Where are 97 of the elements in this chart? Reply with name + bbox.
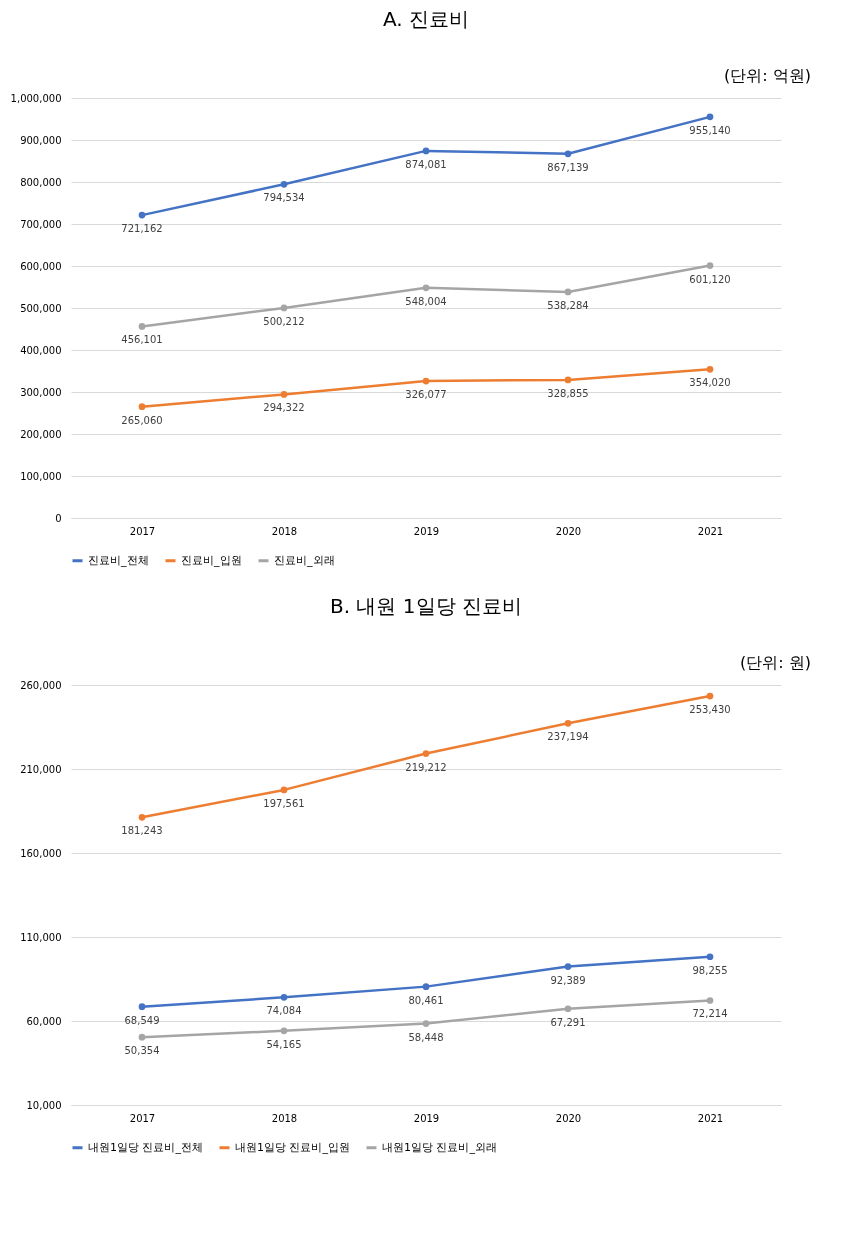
point	[706, 692, 714, 700]
data-label: 874,081	[405, 158, 447, 170]
point	[138, 403, 146, 411]
data-label: 538,284	[547, 299, 589, 311]
data-label: 867,139	[547, 161, 589, 173]
data-label: 500,212	[263, 315, 305, 327]
text: (단위: 원)	[740, 653, 811, 672]
data-label: 253,430	[689, 704, 731, 716]
y-tick-label: 10,000	[26, 1099, 62, 1111]
x-tick-label: 2018	[271, 525, 298, 537]
point	[422, 377, 430, 385]
chart-title: B. 내원 1일당 진료비	[330, 594, 522, 618]
legend-label: 내원1일당 진료비_전체	[88, 1140, 203, 1154]
point	[706, 113, 714, 121]
data-label: 354,020	[689, 377, 731, 389]
data-label: 197,561	[263, 797, 305, 809]
data-label: 548,004	[405, 295, 447, 307]
point	[564, 288, 572, 296]
data-label: 721,162	[121, 223, 163, 235]
data-label: 181,243	[121, 825, 163, 837]
point	[280, 786, 288, 794]
legend-label: 내원1일당 진료비_외래	[382, 1140, 497, 1154]
data-label: 92,389	[550, 974, 586, 986]
point	[422, 1020, 430, 1027]
data-label: 456,101	[121, 334, 163, 346]
data-label: 219,212	[405, 761, 447, 773]
y-tick-label: 100,000	[20, 470, 62, 482]
data-label: 50,354	[124, 1045, 160, 1057]
y-tick-label: 800,000	[20, 176, 62, 188]
x-tick-label: 2019	[413, 1112, 440, 1124]
legend-label: 진료비_외래	[274, 553, 335, 567]
point	[280, 993, 288, 1001]
point	[564, 376, 572, 384]
data-label: 98,255	[692, 964, 728, 976]
y-tick-label: 500,000	[20, 302, 62, 314]
legend-label: 내원1일당 진료비_입원	[235, 1140, 350, 1154]
point	[422, 983, 430, 990]
data-label: 265,060	[121, 414, 163, 426]
point	[564, 963, 572, 970]
y-tick-label: 700,000	[20, 218, 62, 230]
data-label: 601,120	[689, 273, 731, 285]
point	[706, 953, 714, 961]
y-tick-label: 210,000	[20, 763, 62, 775]
point	[564, 719, 572, 727]
data-label: 294,322	[263, 402, 305, 414]
y-tick-label: 200,000	[20, 428, 62, 440]
data-label: 67,291	[550, 1016, 586, 1028]
y-tick-label: 110,000	[20, 931, 62, 943]
y-tick-label: 900,000	[20, 134, 62, 146]
data-label: 794,534	[263, 192, 305, 204]
y-tick-label: 400,000	[20, 344, 62, 356]
x-tick-label: 2019	[413, 525, 440, 537]
data-label: 54,165	[266, 1038, 302, 1050]
chart-title: A. 진료비	[382, 7, 470, 31]
data-label: 326,077	[405, 389, 447, 401]
point	[706, 262, 714, 269]
x-tick-label: 2021	[697, 1112, 724, 1124]
data-label: 58,448	[408, 1031, 444, 1043]
data-label: 237,194	[547, 731, 589, 743]
x-tick-label: 2020	[555, 525, 582, 537]
point	[280, 1027, 288, 1035]
x-tick-label: 2021	[697, 525, 724, 537]
point	[138, 1003, 146, 1010]
data-label: 68,549	[124, 1014, 160, 1026]
point	[422, 284, 430, 292]
point	[138, 1033, 146, 1041]
point	[138, 211, 146, 219]
point	[564, 1005, 572, 1013]
point	[422, 750, 430, 757]
data-label: 72,214	[692, 1008, 728, 1020]
point	[280, 391, 288, 398]
data-label: 955,140	[689, 124, 731, 136]
point	[280, 180, 288, 188]
x-tick-label: 2018	[271, 1112, 298, 1124]
y-tick-label: 600,000	[20, 260, 62, 272]
point	[280, 304, 288, 312]
x-tick-label: 2017	[129, 1112, 156, 1124]
data-label: 328,855	[547, 387, 589, 399]
text: (단위: 억원)	[724, 66, 811, 85]
y-tick-label: 300,000	[20, 386, 62, 398]
point	[706, 997, 714, 1004]
y-tick-label: 260,000	[20, 679, 62, 691]
point	[138, 813, 146, 821]
y-tick-label: 1,000,000	[10, 92, 62, 104]
point	[138, 323, 146, 330]
point	[564, 150, 572, 158]
point	[422, 147, 430, 155]
y-tick-label: 0	[55, 512, 62, 524]
data-label: 80,461	[408, 994, 444, 1006]
x-tick-label: 2020	[555, 1112, 582, 1124]
y-tick-label: 160,000	[20, 847, 62, 859]
data-label: 74,084	[266, 1005, 302, 1017]
x-tick-label: 2017	[129, 525, 156, 537]
legend-label: 진료비_전체	[88, 553, 149, 567]
legend-label: 진료비_입원	[181, 553, 242, 567]
point	[706, 365, 714, 373]
y-tick-label: 60,000	[26, 1015, 62, 1027]
